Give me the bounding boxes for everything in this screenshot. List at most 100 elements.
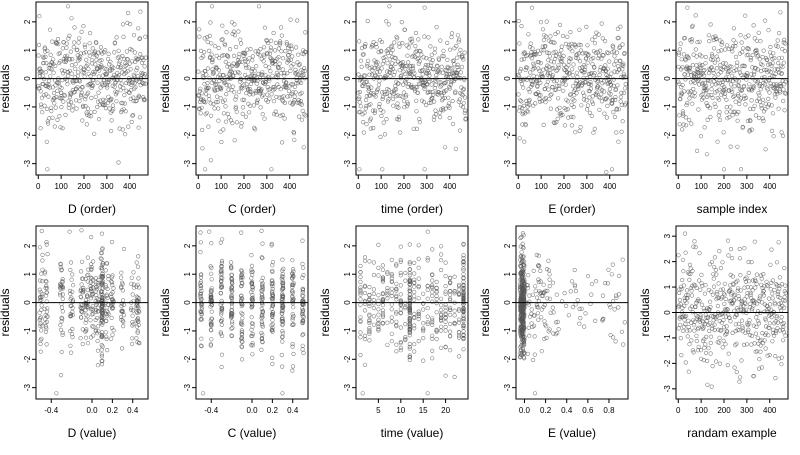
data-point bbox=[694, 245, 698, 249]
data-point bbox=[359, 280, 363, 284]
data-point bbox=[289, 18, 293, 22]
data-point bbox=[682, 269, 686, 273]
y-axis-label: residuals bbox=[318, 64, 332, 112]
data-point bbox=[773, 354, 777, 358]
data-point bbox=[229, 261, 233, 265]
data-point bbox=[363, 256, 367, 260]
y-tick-label: -2 bbox=[663, 131, 672, 139]
data-point bbox=[678, 48, 682, 52]
data-point bbox=[209, 114, 213, 118]
data-point bbox=[75, 107, 79, 111]
data-point bbox=[699, 288, 703, 292]
data-point bbox=[740, 319, 744, 323]
scatter-points bbox=[677, 232, 788, 389]
data-point bbox=[421, 68, 425, 72]
data-point bbox=[261, 112, 265, 116]
data-point bbox=[708, 300, 712, 304]
data-point bbox=[244, 115, 248, 119]
data-point bbox=[40, 96, 44, 100]
data-point bbox=[199, 87, 203, 91]
data-point bbox=[724, 342, 728, 346]
data-point bbox=[715, 66, 719, 70]
data-point bbox=[690, 339, 694, 343]
scatter-points bbox=[518, 232, 626, 396]
data-point bbox=[695, 334, 699, 338]
x-tick-label: 0.2 bbox=[267, 406, 279, 415]
data-point bbox=[753, 104, 757, 108]
y-tick-label: 0 bbox=[663, 310, 672, 315]
y-tick-label: -2 bbox=[663, 359, 672, 367]
data-point bbox=[758, 295, 762, 299]
data-point bbox=[414, 99, 418, 103]
data-point bbox=[217, 119, 221, 123]
data-point bbox=[783, 295, 787, 299]
plot-frame bbox=[196, 226, 308, 399]
data-point bbox=[209, 159, 213, 163]
data-point bbox=[209, 21, 213, 25]
x-tick-label: 0 bbox=[676, 182, 681, 191]
data-point bbox=[783, 109, 787, 113]
data-point bbox=[80, 30, 84, 34]
data-point bbox=[776, 39, 780, 43]
data-point bbox=[517, 19, 521, 23]
data-point bbox=[250, 277, 254, 281]
data-point bbox=[729, 105, 733, 109]
outlier-point bbox=[207, 230, 211, 234]
data-point bbox=[273, 49, 277, 53]
data-point bbox=[417, 38, 421, 42]
data-point bbox=[67, 100, 71, 104]
data-point bbox=[99, 257, 103, 261]
data-point bbox=[521, 86, 525, 90]
data-point bbox=[399, 274, 403, 278]
data-point bbox=[574, 130, 578, 134]
data-point bbox=[537, 318, 541, 322]
data-point bbox=[779, 11, 783, 15]
data-point bbox=[224, 92, 228, 96]
data-point bbox=[710, 385, 714, 389]
data-point bbox=[608, 303, 612, 307]
data-point bbox=[363, 309, 367, 313]
data-point bbox=[767, 97, 771, 101]
data-point bbox=[359, 105, 363, 109]
data-point bbox=[734, 41, 738, 45]
data-point bbox=[459, 71, 463, 75]
data-point bbox=[613, 70, 617, 74]
data-point bbox=[590, 282, 594, 286]
data-point bbox=[520, 24, 524, 28]
data-point bbox=[561, 89, 565, 93]
data-point bbox=[756, 79, 760, 83]
data-point bbox=[688, 329, 692, 333]
data-point bbox=[444, 325, 448, 329]
data-point bbox=[529, 42, 533, 46]
data-point bbox=[706, 383, 710, 387]
data-point bbox=[725, 44, 729, 48]
data-point bbox=[280, 34, 284, 38]
data-point bbox=[755, 39, 759, 43]
data-point bbox=[383, 133, 387, 137]
data-point bbox=[89, 319, 93, 323]
data-point bbox=[685, 289, 689, 293]
data-point bbox=[761, 98, 765, 102]
data-point bbox=[704, 335, 708, 339]
data-point bbox=[600, 22, 604, 26]
data-point bbox=[404, 279, 408, 283]
data-point bbox=[518, 42, 522, 46]
data-point bbox=[444, 274, 448, 278]
data-point bbox=[45, 140, 49, 144]
data-point bbox=[430, 248, 434, 252]
data-point bbox=[96, 349, 100, 353]
data-point bbox=[758, 94, 762, 98]
data-point bbox=[199, 241, 203, 245]
data-point bbox=[691, 24, 695, 28]
data-point bbox=[435, 280, 439, 284]
data-point bbox=[448, 313, 452, 317]
data-point bbox=[762, 289, 766, 293]
data-point bbox=[381, 309, 385, 313]
data-point bbox=[288, 94, 292, 98]
data-point bbox=[723, 293, 727, 297]
data-point bbox=[268, 97, 272, 101]
data-point bbox=[678, 114, 682, 118]
